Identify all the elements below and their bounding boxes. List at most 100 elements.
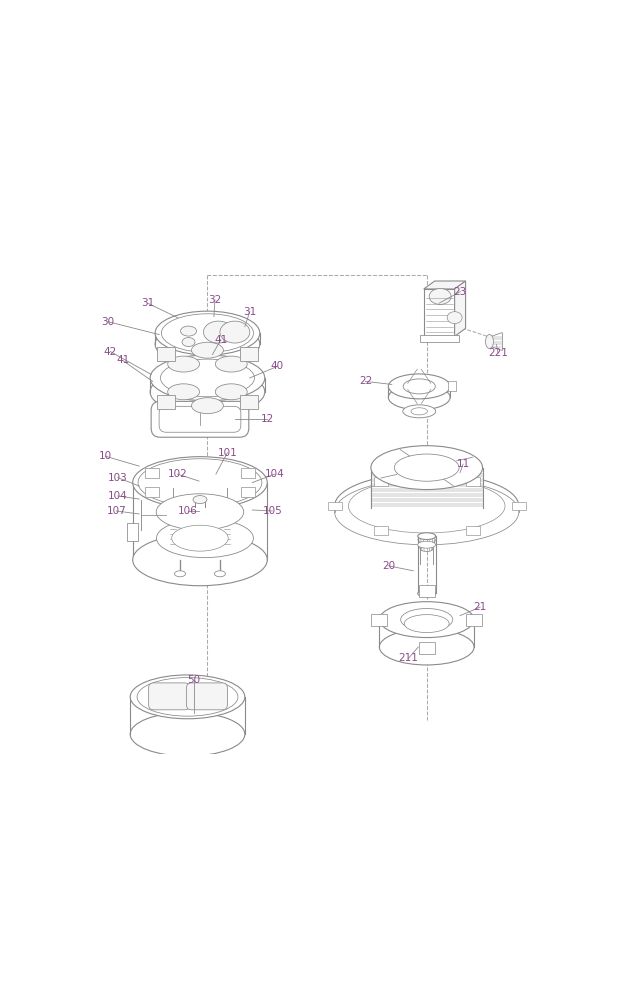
FancyBboxPatch shape <box>420 335 458 342</box>
FancyBboxPatch shape <box>151 401 249 437</box>
Ellipse shape <box>379 629 474 665</box>
Text: 23: 23 <box>453 287 467 297</box>
Polygon shape <box>155 333 260 344</box>
Ellipse shape <box>192 398 223 414</box>
Ellipse shape <box>401 608 453 631</box>
Ellipse shape <box>404 615 449 633</box>
Text: 102: 102 <box>168 469 187 479</box>
Text: 107: 107 <box>106 506 126 516</box>
FancyBboxPatch shape <box>149 683 190 710</box>
Ellipse shape <box>418 590 436 597</box>
Ellipse shape <box>214 571 226 577</box>
Text: 21: 21 <box>473 602 487 612</box>
Text: 31: 31 <box>141 298 154 308</box>
Ellipse shape <box>192 342 223 358</box>
FancyBboxPatch shape <box>240 487 255 497</box>
Ellipse shape <box>155 322 260 366</box>
FancyBboxPatch shape <box>240 468 255 478</box>
Ellipse shape <box>388 385 450 410</box>
Ellipse shape <box>138 459 262 506</box>
FancyBboxPatch shape <box>512 502 526 510</box>
Ellipse shape <box>418 541 436 548</box>
FancyBboxPatch shape <box>328 502 341 510</box>
Text: 50: 50 <box>187 675 201 685</box>
Ellipse shape <box>447 312 462 324</box>
Polygon shape <box>130 697 245 734</box>
Text: 104: 104 <box>108 491 127 501</box>
Ellipse shape <box>421 546 433 551</box>
Ellipse shape <box>132 534 267 586</box>
Text: 30: 30 <box>101 317 114 327</box>
Ellipse shape <box>411 408 428 415</box>
Ellipse shape <box>394 454 459 481</box>
Ellipse shape <box>203 321 233 343</box>
Text: 12: 12 <box>260 414 274 424</box>
Text: 20: 20 <box>382 561 395 571</box>
Text: 31: 31 <box>243 307 257 317</box>
Polygon shape <box>371 468 482 508</box>
Text: 103: 103 <box>108 473 127 483</box>
Text: 105: 105 <box>262 506 282 516</box>
FancyBboxPatch shape <box>466 526 480 535</box>
Ellipse shape <box>150 369 265 415</box>
FancyBboxPatch shape <box>419 642 435 654</box>
FancyBboxPatch shape <box>186 683 228 710</box>
Polygon shape <box>455 281 466 336</box>
Ellipse shape <box>172 525 228 551</box>
Polygon shape <box>424 281 466 289</box>
Polygon shape <box>150 378 265 392</box>
Ellipse shape <box>379 602 474 638</box>
Ellipse shape <box>334 473 519 539</box>
Ellipse shape <box>155 311 260 355</box>
Text: 42: 42 <box>104 347 117 357</box>
FancyBboxPatch shape <box>374 526 388 535</box>
Ellipse shape <box>371 487 482 530</box>
FancyBboxPatch shape <box>157 395 175 409</box>
Text: 32: 32 <box>208 295 222 305</box>
Text: 221: 221 <box>488 348 508 358</box>
Ellipse shape <box>130 712 245 756</box>
Ellipse shape <box>130 675 245 719</box>
Text: 41: 41 <box>214 335 228 345</box>
Text: 211: 211 <box>398 653 418 663</box>
FancyBboxPatch shape <box>374 477 388 486</box>
Ellipse shape <box>137 678 238 716</box>
Ellipse shape <box>174 571 186 577</box>
Ellipse shape <box>181 326 197 336</box>
FancyBboxPatch shape <box>157 347 175 361</box>
Ellipse shape <box>418 533 436 540</box>
Ellipse shape <box>388 374 450 399</box>
FancyBboxPatch shape <box>448 381 456 391</box>
Ellipse shape <box>349 479 505 533</box>
FancyBboxPatch shape <box>419 585 435 597</box>
Ellipse shape <box>156 519 253 558</box>
Polygon shape <box>424 289 455 336</box>
Text: 22: 22 <box>359 376 372 386</box>
Text: 40: 40 <box>271 361 284 371</box>
Ellipse shape <box>168 384 199 400</box>
FancyBboxPatch shape <box>145 468 159 478</box>
Ellipse shape <box>485 335 493 349</box>
FancyBboxPatch shape <box>240 395 258 409</box>
Ellipse shape <box>193 496 207 504</box>
FancyBboxPatch shape <box>466 614 482 626</box>
Ellipse shape <box>132 457 267 508</box>
Polygon shape <box>388 386 450 397</box>
FancyBboxPatch shape <box>240 347 258 361</box>
Ellipse shape <box>371 446 482 490</box>
Ellipse shape <box>403 379 435 394</box>
Ellipse shape <box>215 384 247 400</box>
Text: 41: 41 <box>116 355 129 365</box>
Text: 101: 101 <box>217 448 237 458</box>
Text: 10: 10 <box>99 451 112 461</box>
Ellipse shape <box>430 288 451 304</box>
Polygon shape <box>132 483 267 560</box>
Text: 11: 11 <box>457 459 470 469</box>
FancyBboxPatch shape <box>372 614 387 626</box>
Text: 104: 104 <box>265 469 285 479</box>
Ellipse shape <box>182 338 195 347</box>
Ellipse shape <box>156 494 244 530</box>
FancyBboxPatch shape <box>127 523 138 541</box>
Ellipse shape <box>161 359 255 397</box>
Ellipse shape <box>220 321 249 343</box>
